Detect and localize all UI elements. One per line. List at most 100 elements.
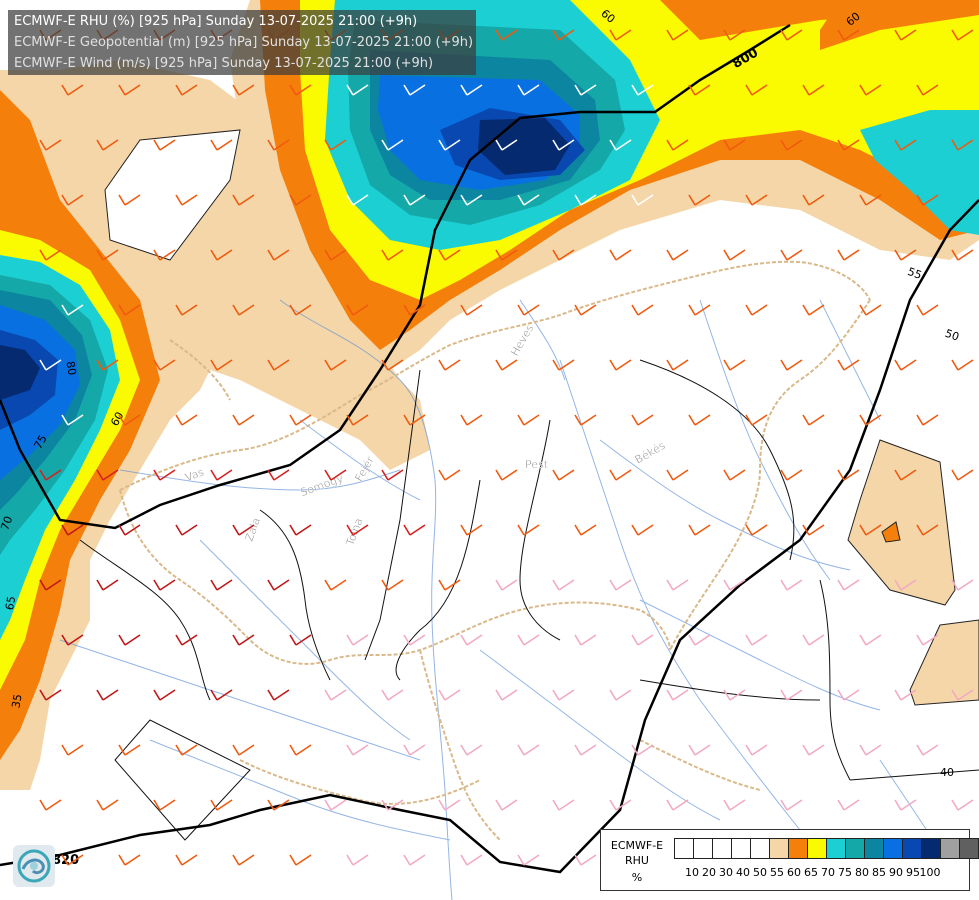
wind-barb (175, 414, 198, 426)
wind-barb (210, 139, 233, 151)
wind-barb (324, 249, 347, 261)
wind-barb (837, 249, 860, 261)
wind-barb (745, 194, 768, 206)
wind-barb (666, 139, 689, 151)
wind-barb (609, 799, 632, 811)
legend-swatch (921, 838, 941, 859)
wind-barb (859, 634, 882, 646)
wind-barb (495, 29, 518, 41)
legend-tick-label: 20 (702, 866, 716, 879)
wind-barb (438, 689, 461, 701)
wind-barb (460, 84, 483, 96)
wind-barb (609, 139, 632, 151)
wind-barb (460, 744, 483, 756)
wind-barb (916, 194, 939, 206)
wind-barb (517, 84, 540, 96)
wind-barb (688, 744, 711, 756)
wind-barb (324, 799, 347, 811)
wind-barb (951, 359, 974, 371)
geopotential-800 (0, 23, 791, 530)
wind-barb (96, 139, 119, 151)
wind-barb (153, 799, 176, 811)
wind-barb (859, 194, 882, 206)
wind-barb (951, 799, 974, 811)
rhu-legend: ECMWF-E RHU % 10 20 30 40 50 55 60 65 70 75 80 85 90… (600, 829, 979, 891)
legend-swatch (731, 838, 751, 859)
title-wind: ECMWF-E Wind (m/s) [925 hPa] Sunday 13-0… (14, 56, 434, 71)
wind-barb (495, 359, 518, 371)
wind-barb (723, 579, 746, 591)
wind-barb (96, 469, 119, 481)
wind-barb (267, 799, 290, 811)
wind-barb (609, 249, 632, 261)
wind-barb (289, 194, 312, 206)
wind-barb (609, 469, 632, 481)
wind-barb (631, 634, 654, 646)
wind-barb (574, 304, 597, 316)
legend-tick-label: 40 (736, 866, 750, 879)
wind-barb (175, 84, 198, 96)
country-borders (119, 260, 871, 841)
wind-barb (666, 359, 689, 371)
legend-swatch (807, 838, 827, 859)
wind-barb (688, 414, 711, 426)
wind-barb (688, 304, 711, 316)
wind-barb (894, 469, 917, 481)
wind-barb (574, 854, 597, 866)
wind-barb (267, 249, 290, 261)
wind-barb (631, 84, 654, 96)
wind-barb (381, 579, 404, 591)
legend-tick-label: 10 (685, 866, 699, 879)
wind-barb (175, 304, 198, 316)
wind-barb (39, 689, 62, 701)
rhu-band-70-northeast (860, 110, 979, 235)
wind-barb (460, 414, 483, 426)
legend-unit: % (631, 871, 643, 884)
wind-barb (780, 799, 803, 811)
wind-barb (61, 194, 84, 206)
legend-swatch (788, 838, 808, 859)
wind-barb (894, 29, 917, 41)
wind-barb (951, 29, 974, 41)
wind-barb (346, 84, 369, 96)
wind-barb (289, 634, 312, 646)
wind-barb (837, 29, 860, 41)
wind-barb (232, 414, 255, 426)
wind-barb (631, 414, 654, 426)
legend-tick-label: 50 (753, 866, 767, 879)
rhu-band-95-north (478, 118, 570, 175)
wind-barb (666, 249, 689, 261)
wind-barb (780, 29, 803, 41)
wind-barb (61, 84, 84, 96)
wind-barb (289, 854, 312, 866)
legend-tick-label: 75 (838, 866, 852, 879)
wind-barb (552, 689, 575, 701)
wind-barb (780, 359, 803, 371)
wind-barb (552, 799, 575, 811)
title-rhu: ECMWF-E RHU (%) [925 hPa] Sunday 13-07-2… (14, 14, 418, 29)
wind-barb (666, 29, 689, 41)
wind-barb (859, 414, 882, 426)
rhu-label-65: 65 (3, 595, 18, 611)
wind-barb (495, 469, 518, 481)
geopotential-contours (0, 23, 979, 874)
wind-barb (267, 469, 290, 481)
wind-barb (232, 524, 255, 536)
legend-tick-label: 95 (906, 866, 920, 879)
wind-barb (96, 799, 119, 811)
wind-barb (574, 84, 597, 96)
wind-barb (175, 194, 198, 206)
wind-barb (175, 854, 198, 866)
rhu-label-40: 40 (940, 766, 954, 779)
wind-barb (745, 304, 768, 316)
wind-barb (381, 469, 404, 481)
wind-barb (61, 524, 84, 536)
wind-barb (631, 744, 654, 756)
rhu-label-55: 55 (906, 265, 924, 282)
admin-lines (79, 359, 979, 841)
wind-barb (745, 744, 768, 756)
rivers (59, 299, 941, 900)
wind-barb (517, 634, 540, 646)
legend-tick-label: 65 (804, 866, 818, 879)
wind-barb (210, 799, 233, 811)
